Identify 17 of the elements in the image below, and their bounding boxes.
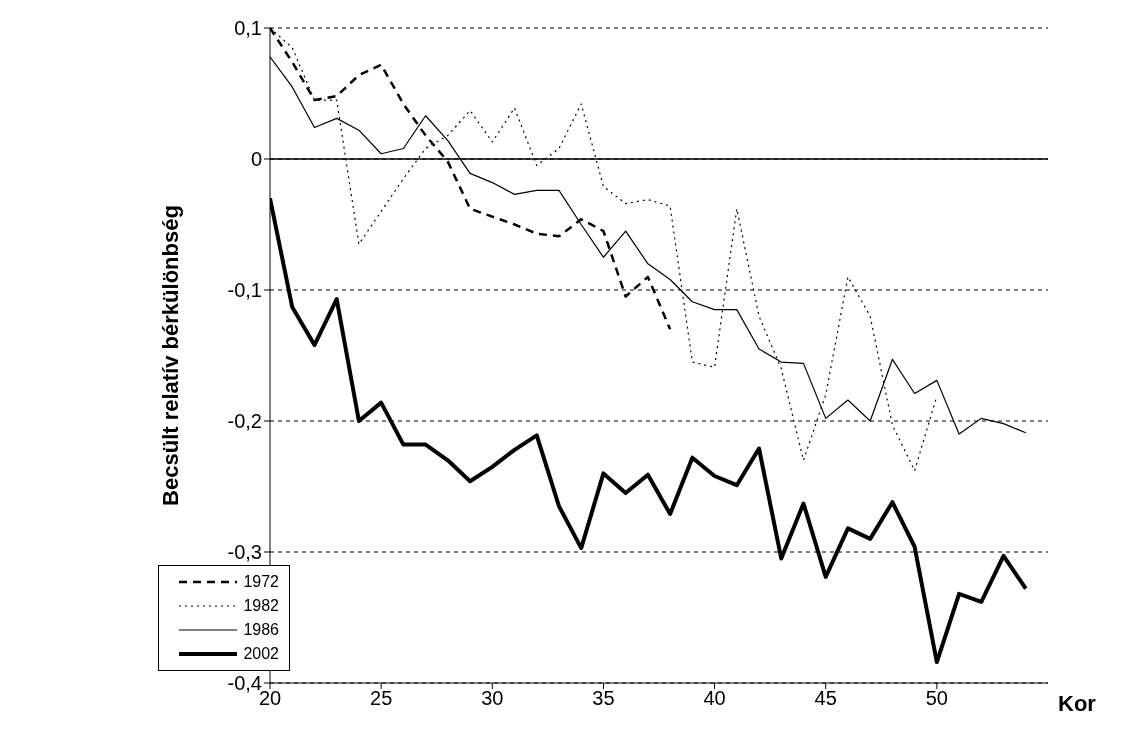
y-tick-label: -0,3: [227, 541, 262, 564]
y-tick-label: 0,1: [234, 17, 262, 40]
x-tick-label: 30: [481, 687, 504, 710]
x-axis-title: Kor: [1058, 690, 1097, 716]
y-tick-label: -0,2: [227, 410, 262, 433]
legend-label: 1972: [243, 573, 279, 591]
y-axis-title: Becsült relatív bérkülönbség: [157, 205, 183, 506]
legend-label: 2002: [243, 645, 279, 663]
y-tick-label: -0,1: [227, 279, 262, 302]
x-tick-label: 25: [370, 687, 393, 710]
legend-label: 1982: [243, 597, 279, 615]
x-tick-label: 35: [592, 687, 615, 710]
x-tick-label: 45: [814, 687, 837, 710]
y-tick-label: 0: [250, 148, 262, 171]
x-tick-label: 50: [925, 687, 948, 710]
legend-label: 1986: [243, 621, 279, 639]
x-tick-label: 40: [703, 687, 726, 710]
